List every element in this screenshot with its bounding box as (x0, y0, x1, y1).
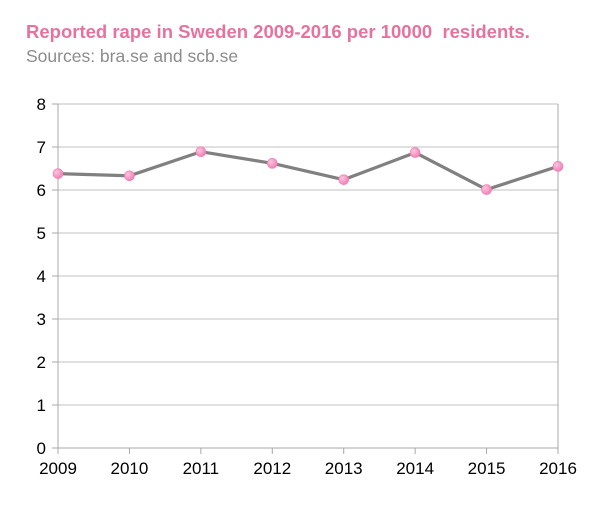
data-point-2012 (266, 158, 278, 169)
series-markers (52, 146, 564, 195)
x-tick-label-2013: 2013 (325, 459, 363, 478)
chart-title: Reported rape in Sweden 2009-2016 per 10… (26, 21, 530, 42)
axes (52, 103, 559, 454)
data-point-2011 (195, 146, 207, 158)
y-tick-label-7: 7 (37, 138, 46, 157)
y-tick-label-8: 8 (37, 95, 46, 114)
data-point-2009 (52, 168, 64, 179)
x-tick-label-2011: 2011 (183, 459, 220, 478)
data-point-2016 (552, 161, 564, 172)
series-line-0 (56, 150, 560, 192)
data-point-2014 (409, 147, 421, 158)
x-tick-label-2012: 2012 (253, 459, 291, 478)
x-tick-labels: 2009 2010 2011 2012 2013 2014 2015 2016 (39, 459, 577, 478)
x-tick-label-2010: 2010 (111, 459, 149, 478)
gridlines (58, 103, 558, 406)
y-tick-label-1: 1 (37, 396, 46, 415)
data-point-2013 (338, 174, 350, 185)
data-point-2010 (124, 170, 135, 182)
x-tick-label-2015: 2015 (468, 459, 506, 478)
x-tick-label-2014: 2014 (396, 459, 434, 478)
x-tick-label-2016: 2016 (539, 459, 577, 478)
y-tick-label-0: 0 (37, 439, 46, 458)
data-point-2015 (481, 184, 492, 195)
x-tick-label-2009: 2009 (39, 459, 77, 478)
y-tick-label-5: 5 (37, 224, 46, 243)
y-tick-labels: 0 1 2 3 4 5 6 7 8 (37, 95, 46, 458)
y-tick-label-2: 2 (37, 353, 46, 372)
series-line (56, 150, 560, 192)
y-tick-label-4: 4 (37, 267, 46, 286)
y-tick-label-6: 6 (37, 181, 46, 200)
chart-subtitle: Sources: bra.se and scb.se (26, 46, 239, 66)
y-tick-label-3: 3 (37, 310, 46, 329)
